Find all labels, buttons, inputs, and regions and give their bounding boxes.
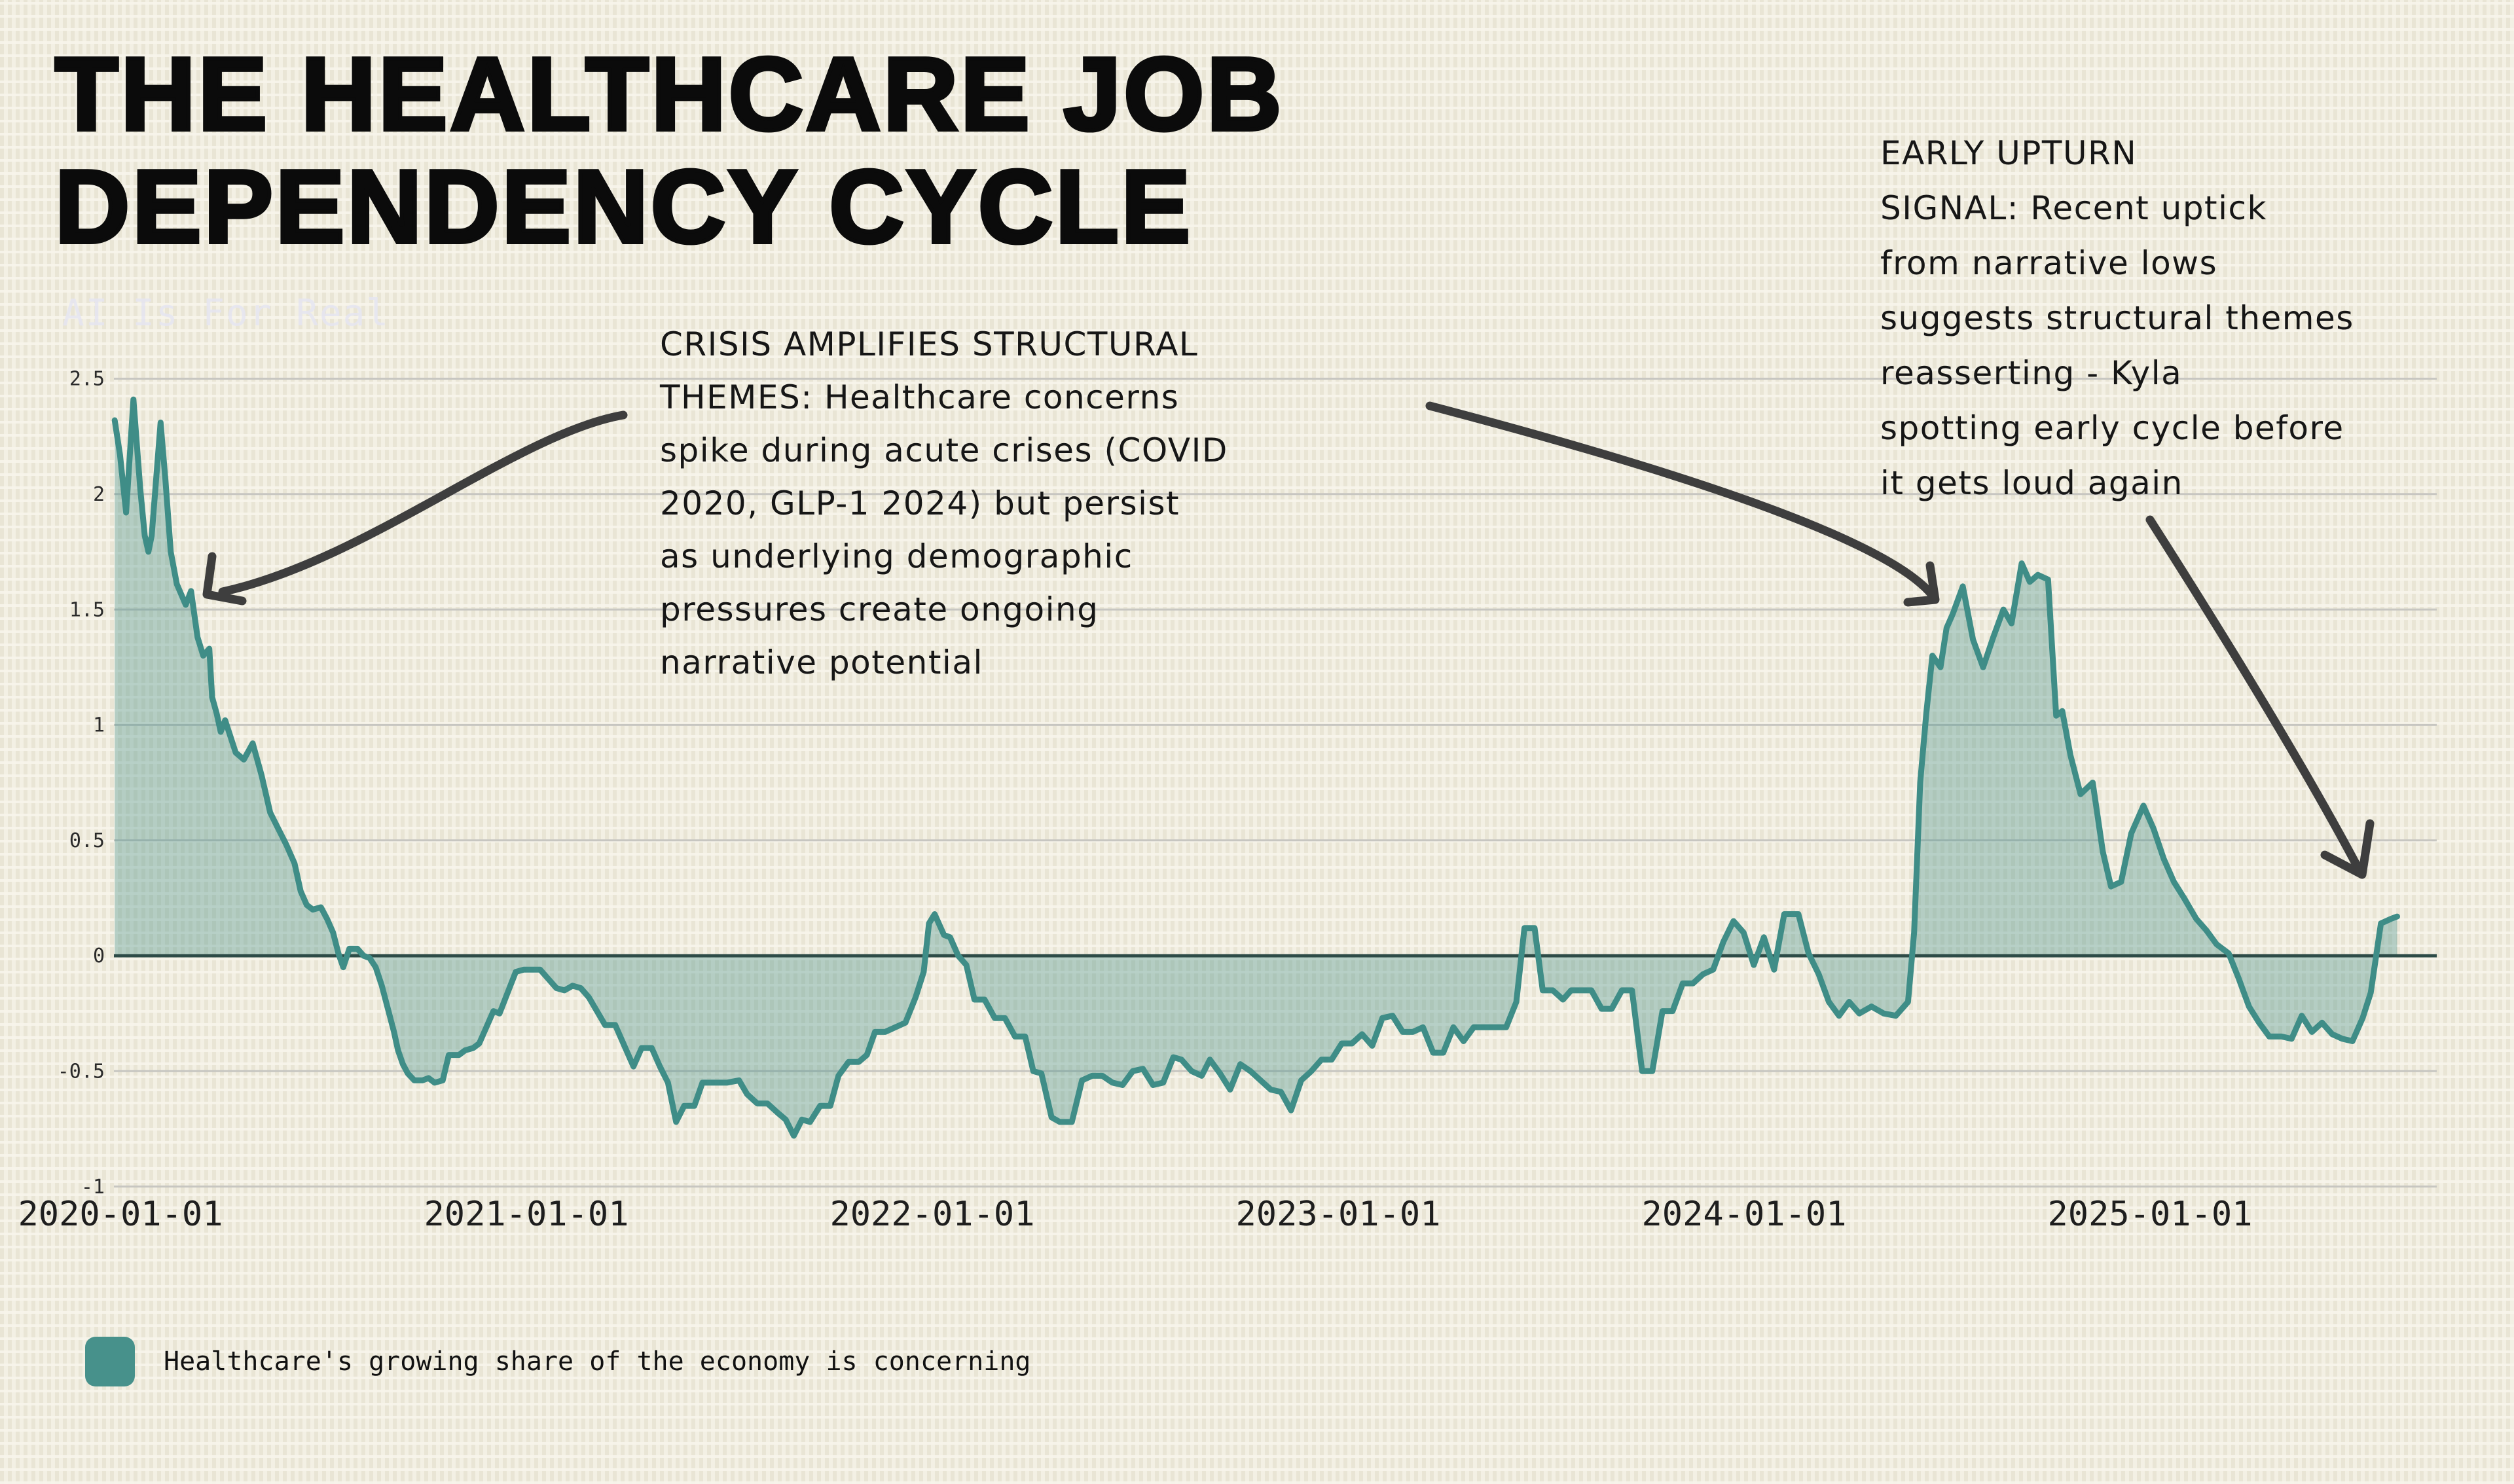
x-tick-label: 2020-01-01 — [18, 1195, 223, 1234]
y-tick-label: -1 — [81, 1176, 105, 1199]
arrow-to-2025-uptick-head-icon — [2320, 819, 2375, 879]
series-area-fill — [115, 399, 2397, 1136]
annotation-early-upturn-signal: EARLY UPTURN SIGNAL: Recent uptick from … — [1880, 134, 2354, 502]
legend-label: Healthcare's growing share of the econom… — [164, 1347, 1031, 1377]
arrow-to-2020-covid-spike-icon — [218, 410, 628, 596]
y-tick-label: -0.5 — [58, 1060, 105, 1083]
x-tick-label: 2024-01-01 — [1641, 1195, 1846, 1234]
annotation-crisis-amplifies: CRISIS AMPLIFIES STRUCTURAL THEMES: Heal… — [660, 325, 1228, 681]
series-line — [111, 396, 2400, 1139]
x-tick-label: 2023-01-01 — [1235, 1195, 1440, 1234]
arrow-to-2025-uptick-icon — [2145, 515, 2364, 875]
legend-swatch — [85, 1337, 135, 1386]
arrow-to-2024-glp1-spike-icon — [1425, 401, 1937, 600]
x-tick-label: 2021-01-01 — [424, 1195, 628, 1234]
arrow-to-2020-covid-spike-head-icon — [202, 552, 247, 606]
page-title-line-2: DEPENDENCY CYCLE — [53, 149, 1193, 265]
arrow-to-2024-glp1-spike-head-icon — [1903, 561, 1940, 607]
y-tick-label: 0.5 — [69, 829, 105, 852]
y-tick-label: 2 — [93, 483, 105, 506]
y-tick-label: 0 — [93, 945, 105, 968]
page-title: THE HEALTHCARE JOB DEPENDENCY CYCLE — [53, 36, 1284, 265]
y-tick-label: 1.5 — [69, 598, 105, 621]
x-tick-label: 2025-01-01 — [2047, 1195, 2252, 1234]
y-tick-label: 1 — [93, 714, 105, 737]
legend: Healthcare's growing share of the econom… — [85, 1337, 1031, 1386]
page-title-line-1: THE HEALTHCARE JOB — [53, 36, 1284, 153]
annotation-arrows — [202, 401, 2375, 879]
y-tick-label: 2.5 — [69, 368, 105, 391]
x-tick-label: 2022-01-01 — [829, 1195, 1034, 1234]
watermark-text: AI Is For Real — [62, 292, 390, 335]
